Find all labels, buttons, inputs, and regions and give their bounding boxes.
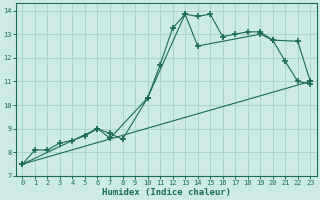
X-axis label: Humidex (Indice chaleur): Humidex (Indice chaleur) [102, 188, 231, 197]
